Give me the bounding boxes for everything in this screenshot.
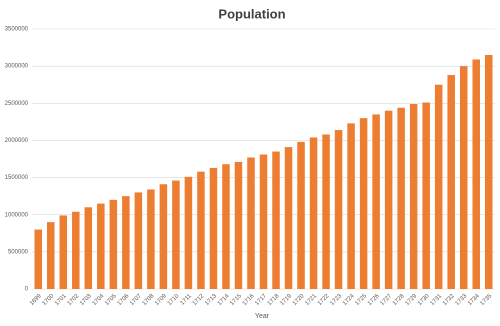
x-tick-label: 1732	[442, 293, 456, 307]
bar	[222, 164, 230, 289]
y-tick-label: 0	[25, 287, 29, 293]
x-tick-label: 1734	[467, 293, 481, 307]
x-tick-label: 1714	[217, 293, 231, 307]
x-tick-label: 1724	[342, 293, 356, 307]
y-tick-label: 1500000	[5, 175, 29, 181]
bar	[484, 55, 493, 289]
x-tick-label: 1700	[42, 293, 56, 307]
bar	[459, 66, 468, 290]
x-tick-label: 1707	[129, 293, 143, 307]
bar	[447, 75, 455, 289]
bar	[34, 229, 43, 289]
x-tick-label: 1713	[204, 293, 218, 307]
y-tick-label: 3500000	[5, 27, 29, 33]
x-tick-label: 1711	[180, 293, 194, 307]
x-tick-label: 1719	[279, 293, 293, 307]
bar	[59, 215, 68, 289]
x-tick-label: 1727	[379, 293, 393, 307]
x-tick-label: 1722	[317, 293, 331, 307]
bar	[259, 154, 268, 289]
bar	[272, 151, 280, 289]
x-tick-label: 1726	[367, 293, 381, 307]
x-tick-label: 1721	[304, 293, 318, 307]
bar	[47, 222, 55, 289]
bar	[159, 184, 168, 289]
x-tick-label: 1730	[417, 293, 431, 307]
bar	[334, 130, 343, 289]
x-tick-label: 1717	[254, 293, 268, 307]
x-tick-label: 1701	[54, 293, 68, 307]
x-axis-label: Year	[255, 313, 270, 320]
bar	[472, 59, 480, 290]
bar	[309, 137, 318, 289]
bar	[409, 104, 418, 290]
x-tick-label: 1716	[242, 293, 256, 307]
x-tick-label: 1708	[142, 293, 156, 307]
x-tick-label: 1735	[480, 293, 494, 307]
y-tick-label: 3000000	[5, 64, 29, 70]
x-tick-label: 1729	[405, 293, 419, 307]
x-tick-label: 1718	[267, 293, 281, 307]
bar	[134, 192, 143, 289]
x-tick-label: 1704	[92, 293, 106, 307]
bar	[147, 189, 155, 289]
bar	[397, 107, 405, 289]
x-tick-label: 1710	[167, 293, 181, 307]
y-tick-label: 1000000	[5, 212, 29, 218]
x-tick-label: 1706	[117, 293, 131, 307]
bar	[122, 196, 130, 289]
bar	[197, 171, 205, 289]
chart-title: Population	[218, 6, 285, 21]
bar	[284, 147, 293, 289]
bar	[347, 123, 355, 289]
bar	[422, 102, 430, 290]
y-tick-label: 2000000	[5, 138, 29, 144]
bar	[434, 84, 443, 289]
x-tick-label: 1733	[455, 293, 469, 307]
x-tick-label: 1720	[292, 293, 306, 307]
x-tick-label: 1705	[104, 293, 118, 307]
x-tick-label: 1703	[79, 293, 93, 307]
x-tick-label: 1699	[29, 293, 43, 307]
x-tick-label: 1728	[392, 293, 406, 307]
bar	[97, 203, 105, 289]
bar	[184, 176, 193, 289]
y-tick-label: 500000	[8, 249, 29, 255]
x-tick-label: 1712	[192, 293, 206, 307]
bar	[109, 199, 118, 289]
x-tick-label: 1731	[430, 293, 444, 307]
x-tick-label: 1725	[354, 293, 368, 307]
x-tick-label: 1702	[67, 293, 81, 307]
x-tick-label: 1723	[329, 293, 343, 307]
bar	[384, 110, 393, 289]
bar	[209, 167, 218, 289]
bar	[297, 141, 305, 289]
bar	[372, 114, 380, 289]
bar	[322, 134, 330, 289]
x-tick-label: 1709	[154, 293, 168, 307]
bar	[172, 180, 180, 289]
y-tick-label: 2500000	[5, 101, 29, 107]
bar	[72, 211, 80, 289]
bar	[359, 118, 368, 290]
bar	[234, 161, 243, 289]
bar	[84, 207, 93, 289]
x-tick-label: 1715	[229, 293, 243, 307]
bar	[247, 157, 255, 289]
